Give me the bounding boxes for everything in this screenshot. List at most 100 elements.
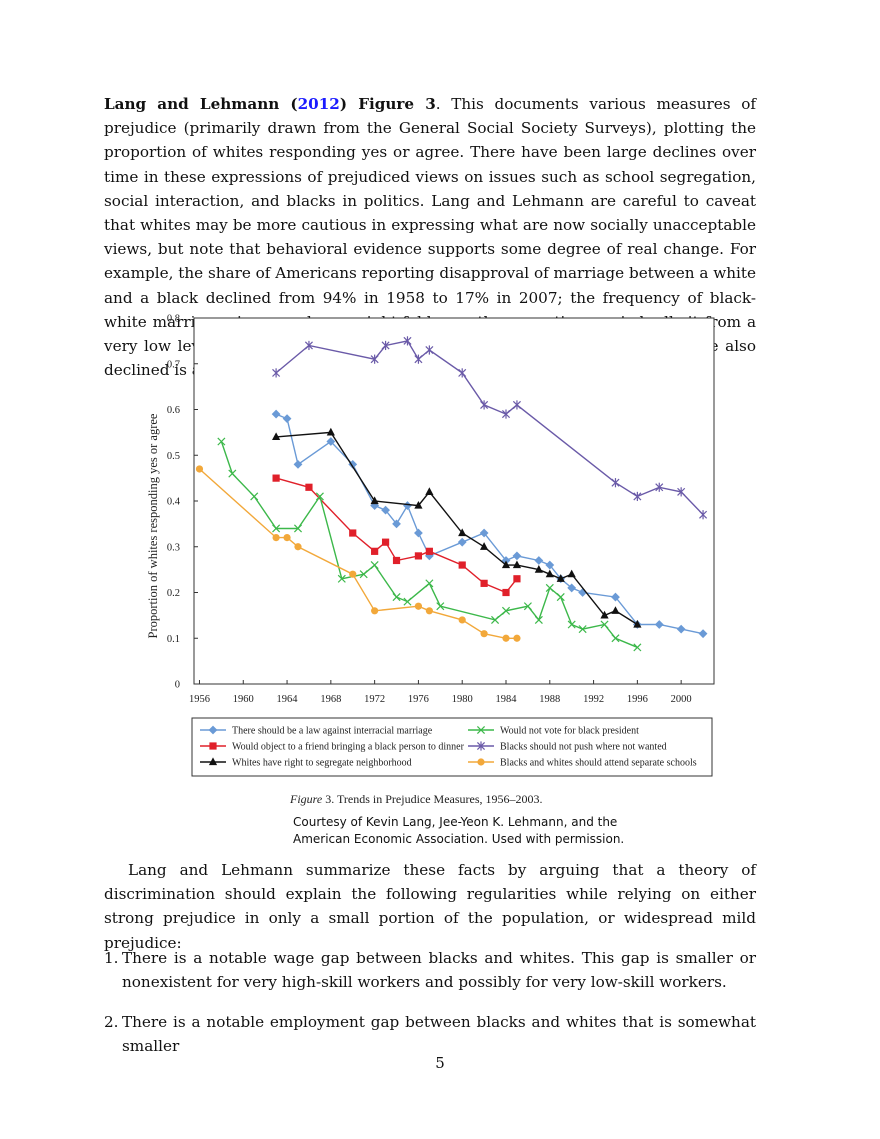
data-point xyxy=(534,615,543,624)
data-point xyxy=(381,538,390,546)
series-line xyxy=(220,441,638,649)
data-point xyxy=(501,409,511,419)
data-point xyxy=(305,483,313,491)
y-tick-label: 0.3 xyxy=(167,542,180,553)
intro-authors: Lang and Lehmann ( xyxy=(104,95,298,113)
x-tick-label: 1960 xyxy=(233,694,254,705)
data-point xyxy=(370,354,379,364)
data-point xyxy=(698,629,708,639)
figure-caption: Figure 3. Trends in Prejudice Measures, … xyxy=(289,792,543,806)
y-tick-label: 0.1 xyxy=(167,634,180,645)
data-point xyxy=(414,354,423,364)
data-point xyxy=(676,624,686,634)
data-point xyxy=(534,556,544,565)
data-point xyxy=(513,575,521,583)
data-point xyxy=(567,583,577,593)
y-tick-label: 0.6 xyxy=(167,405,180,416)
y-tick-label: 0.4 xyxy=(167,497,181,508)
data-point xyxy=(512,400,521,410)
summary-paragraph: Lang and Lehmann summarize these facts b… xyxy=(104,861,756,952)
data-point xyxy=(600,620,609,629)
data-point xyxy=(654,620,664,629)
legend-box xyxy=(191,717,713,777)
data-point xyxy=(578,588,588,597)
legend-label: Would not vote for black president xyxy=(500,726,639,737)
prejudice-chart: 0 0.1 0.2 0.3 0.4 0.5 0.6 0.7 0.8 1956 1960 1964 196… xyxy=(146,314,715,806)
data-point xyxy=(545,583,554,592)
data-point xyxy=(392,519,401,529)
data-point xyxy=(567,620,576,629)
legend-label: Blacks and whites should attend separate… xyxy=(500,758,697,769)
data-point xyxy=(457,537,467,547)
data-point xyxy=(349,570,357,578)
data-point xyxy=(283,534,291,542)
intro-fig-ref: ) Figure 3 xyxy=(339,95,436,113)
data-point xyxy=(545,569,554,578)
series-2 xyxy=(272,427,642,628)
citation-year-link[interactable]: 2012 xyxy=(297,95,340,113)
data-point xyxy=(633,643,642,652)
data-point xyxy=(578,625,587,634)
data-point xyxy=(556,574,565,582)
data-point xyxy=(304,340,313,351)
data-point xyxy=(293,524,303,533)
y-tick-label: 0.5 xyxy=(167,451,180,462)
legend-entry: Would not vote for black president xyxy=(468,726,639,737)
y-tick-label: 0.8 xyxy=(167,314,180,325)
data-point xyxy=(414,528,423,538)
list-number: 2. xyxy=(104,1013,119,1031)
y-tick-label: 0.2 xyxy=(167,588,180,599)
data-point xyxy=(272,368,281,378)
series-1 xyxy=(272,474,521,597)
data-point xyxy=(458,368,467,378)
data-point xyxy=(195,465,204,473)
data-point xyxy=(293,460,303,469)
data-point xyxy=(272,534,280,542)
data-point xyxy=(414,552,423,560)
legend-entry: Would object to a friend bringing a blac… xyxy=(200,742,465,753)
data-point xyxy=(392,593,401,602)
data-point xyxy=(611,592,620,602)
data-point xyxy=(425,547,433,555)
data-point xyxy=(294,543,302,551)
data-point xyxy=(414,602,423,610)
figure-courtesy: Courtesy of Kevin Lang, Jee-Yeon K. Lehm… xyxy=(293,814,693,848)
data-point xyxy=(272,524,281,533)
data-point xyxy=(655,482,664,492)
x-tick-label: 1964 xyxy=(277,694,299,705)
courtesy-line-2: American Economic Association. Used with… xyxy=(293,832,625,846)
legend-label: Whites have right to segregate neighborh… xyxy=(232,758,412,769)
data-point xyxy=(282,414,292,424)
data-point xyxy=(381,505,390,515)
data-point xyxy=(315,492,324,501)
data-point xyxy=(425,607,433,615)
data-point xyxy=(414,500,423,509)
data-point xyxy=(381,340,390,351)
list-number: 1. xyxy=(104,949,119,967)
data-point xyxy=(458,616,466,624)
y-tick-label: 0 xyxy=(175,680,180,691)
legend-marker xyxy=(476,741,486,751)
series-line xyxy=(275,340,704,516)
data-point xyxy=(545,560,555,570)
data-point xyxy=(600,610,609,619)
data-point xyxy=(392,556,401,565)
page-number: 5 xyxy=(435,1054,445,1072)
x-tick-label: 1996 xyxy=(627,694,648,705)
data-point xyxy=(337,574,346,583)
x-tick-label: 1984 xyxy=(496,694,518,705)
series-line xyxy=(276,431,638,626)
data-point xyxy=(359,570,368,579)
data-point xyxy=(512,560,522,569)
data-point xyxy=(502,588,510,597)
data-point xyxy=(501,560,511,569)
data-point xyxy=(371,547,379,555)
legend-label: Blacks should not push where not wanted xyxy=(500,742,667,753)
figure-caption-text: 3. Trends in Prejudice Measures, 1956–20… xyxy=(322,792,542,806)
data-point xyxy=(371,607,379,615)
data-point xyxy=(491,615,500,624)
data-point xyxy=(458,528,467,537)
legend-label: There should be a law against interracia… xyxy=(232,726,433,737)
x-tick-label: 2000 xyxy=(671,694,692,705)
data-point xyxy=(633,619,642,628)
